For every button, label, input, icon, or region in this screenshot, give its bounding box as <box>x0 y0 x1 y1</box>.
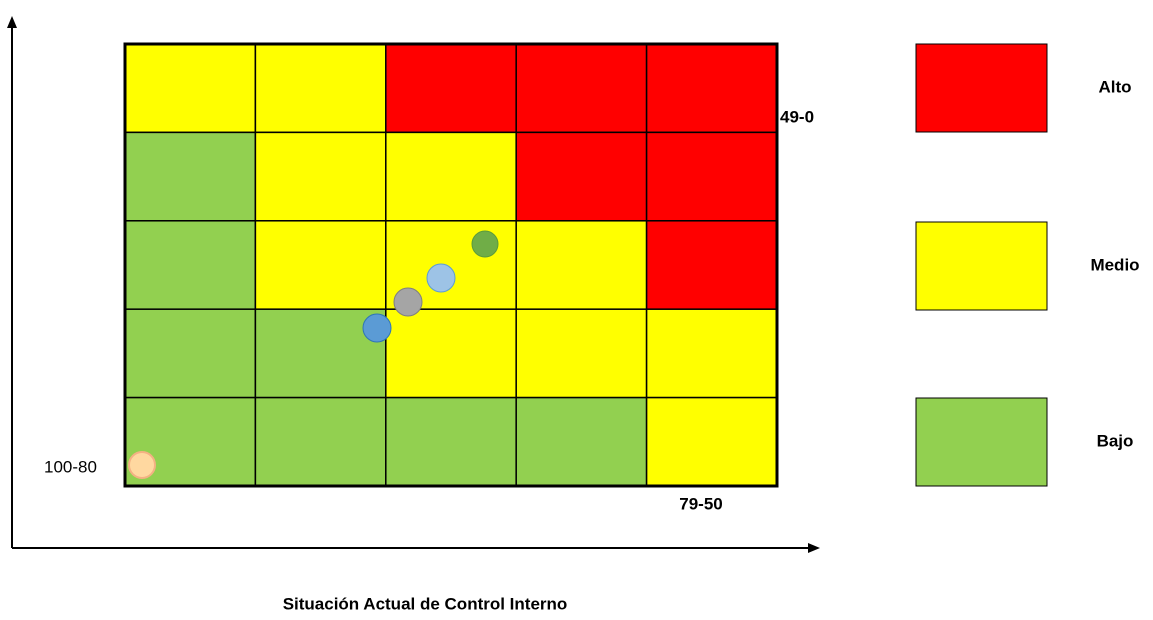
grid-border <box>123 42 779 488</box>
cell <box>385 308 517 399</box>
cell <box>645 131 778 222</box>
dot <box>128 451 156 479</box>
dot <box>362 313 392 343</box>
dot <box>471 230 499 258</box>
cell <box>254 220 387 310</box>
cell <box>515 220 648 310</box>
label: 79-50 <box>679 494 722 513</box>
grid <box>123 42 779 488</box>
cell <box>124 220 257 310</box>
cell <box>515 396 648 487</box>
cell <box>385 131 517 222</box>
cell <box>254 43 387 134</box>
axis-title: Situación Actual de Control Interno <box>283 594 568 613</box>
legend-label: Bajo <box>1097 431 1134 450</box>
label: 49-0 <box>780 107 814 126</box>
cell <box>385 43 517 134</box>
cell <box>124 131 257 222</box>
dot <box>393 287 423 317</box>
dot <box>426 263 456 293</box>
cell <box>645 308 778 399</box>
legend-swatch <box>915 397 1048 487</box>
cell <box>645 220 778 310</box>
label: 100-80 <box>44 457 97 476</box>
cell <box>515 131 648 222</box>
legend-swatch <box>915 221 1048 311</box>
legend-swatch <box>915 43 1048 133</box>
cell <box>645 396 778 487</box>
cell <box>515 308 648 399</box>
cell <box>124 43 257 134</box>
legend-label: Medio <box>1090 255 1139 274</box>
cell <box>515 43 648 134</box>
cell <box>254 396 387 487</box>
cell <box>254 131 387 222</box>
arrow <box>7 16 17 28</box>
cell <box>385 396 517 487</box>
arrow <box>808 543 820 553</box>
legend: Alto Medio Bajo <box>915 43 1140 487</box>
legend-label: Alto <box>1098 77 1131 96</box>
cell <box>124 308 257 399</box>
cell <box>645 43 778 134</box>
